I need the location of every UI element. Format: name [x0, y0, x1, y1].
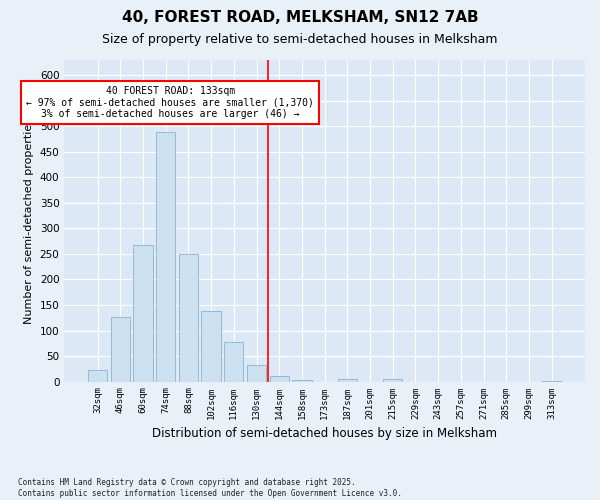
Bar: [338, 379, 357, 382]
Bar: [133, 245, 152, 382]
Bar: [88, 370, 107, 382]
Text: Contains HM Land Registry data © Crown copyright and database right 2025.
Contai: Contains HM Land Registry data © Crown c…: [18, 478, 402, 498]
Text: 40, FOREST ROAD, MELKSHAM, SN12 7AB: 40, FOREST ROAD, MELKSHAM, SN12 7AB: [122, 10, 478, 25]
Bar: [202, 311, 221, 382]
Text: Size of property relative to semi-detached houses in Melksham: Size of property relative to semi-detach…: [102, 32, 498, 46]
Bar: [224, 342, 244, 382]
Bar: [156, 132, 175, 382]
Y-axis label: Number of semi-detached properties: Number of semi-detached properties: [24, 118, 34, 324]
Bar: [110, 316, 130, 382]
Bar: [269, 376, 289, 382]
Text: 40 FOREST ROAD: 133sqm
← 97% of semi-detached houses are smaller (1,370)
3% of s: 40 FOREST ROAD: 133sqm ← 97% of semi-det…: [26, 86, 314, 118]
X-axis label: Distribution of semi-detached houses by size in Melksham: Distribution of semi-detached houses by …: [152, 427, 497, 440]
Bar: [383, 379, 403, 382]
Bar: [247, 365, 266, 382]
Bar: [292, 380, 311, 382]
Bar: [179, 254, 198, 382]
Bar: [542, 380, 562, 382]
